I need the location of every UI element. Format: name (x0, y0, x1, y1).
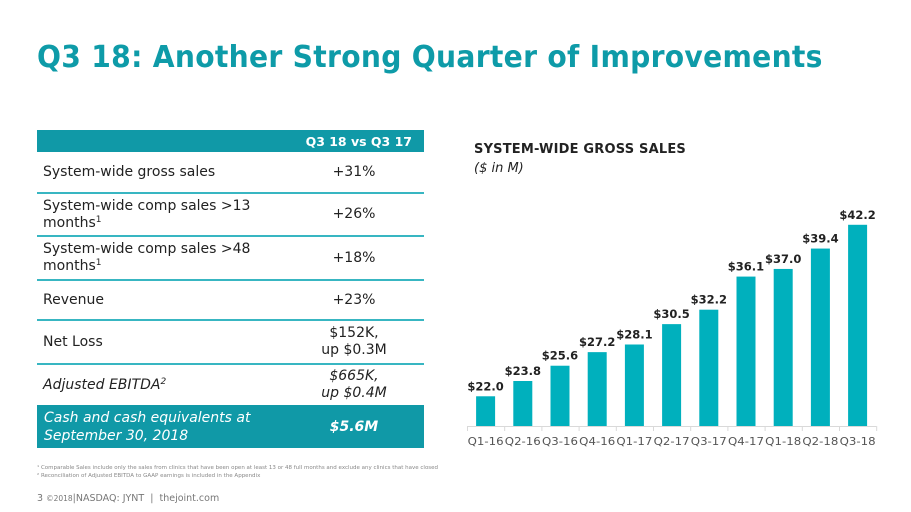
cash-value: $5.6M (329, 418, 379, 435)
chart-header: SYSTEM-WIDE GROSS SALES ($ in M) (474, 142, 686, 176)
row-label-text: System-wide comp sales >48 months (43, 241, 251, 274)
row-label-text: System-wide comp sales >13 months (43, 197, 251, 231)
table-row: System-wide comp sales >13 months1 +26% (37, 194, 424, 237)
table-row: Revenue +23% (37, 281, 424, 321)
cash-label: Cash and cash equivalents at September 30… (37, 409, 284, 445)
table-row: System-wide comp sales >48 months1 +18% (37, 237, 424, 281)
x-tick-label: Q2-17 (654, 435, 690, 448)
row-label: Adjusted EBITDA2 (37, 377, 284, 394)
row-value-line1: $665K, (329, 368, 379, 384)
bar-Q3-18 (848, 224, 868, 426)
bar-Q2-18 (810, 248, 830, 426)
row-label: Net Loss (37, 334, 284, 351)
data-label: $36.1 (728, 260, 764, 274)
row-value: +18% (332, 249, 376, 266)
bar-Q2-17 (662, 324, 682, 426)
row-value: $665K, up $0.4M (284, 368, 424, 402)
data-label: $23.8 (505, 364, 541, 378)
x-tick-label: Q2-18 (802, 435, 838, 448)
bar-Q1-17 (624, 344, 644, 426)
footnote-marker: 1 (95, 258, 102, 268)
bar-Q4-17 (736, 276, 756, 426)
footnote-2: ² Reconciliation of Adjusted EBITDA to G… (37, 473, 261, 479)
row-label-text: Revenue (43, 291, 104, 308)
table-row: System-wide gross sales +31% (37, 152, 424, 194)
row-value-line2: up $0.3M (321, 342, 387, 358)
x-tick-label: Q3-16 (542, 435, 578, 448)
x-tick-label: Q4-17 (728, 435, 764, 448)
x-tick-label: Q1-18 (765, 435, 801, 448)
cash-label-line1: Cash and cash equivalents at (44, 409, 251, 426)
footnote-marker: 1 (95, 214, 102, 225)
row-label: System-wide comp sales >13 months1 (37, 198, 284, 232)
row-label: System-wide gross sales (37, 164, 284, 181)
page-number: 3 (37, 493, 44, 504)
data-label: $30.5 (653, 307, 689, 321)
table-header: Q3 18 vs Q3 17 (37, 130, 424, 152)
bar-Q3-17 (699, 309, 719, 426)
row-label-text: System-wide gross sales (43, 163, 216, 180)
data-label: $37.0 (765, 252, 801, 266)
ticker: NASDAQ: JYNT (75, 493, 145, 504)
bar-Q4-16 (587, 352, 607, 426)
table-row: Net Loss $152K, up $0.3M (37, 321, 424, 365)
chart-title: SYSTEM-WIDE GROSS SALES (474, 142, 686, 157)
x-tick-label: Q4-16 (579, 435, 615, 448)
x-tick-label: Q1-16 (468, 435, 504, 448)
row-value: +31% (332, 163, 376, 180)
data-label: $27.2 (579, 335, 615, 349)
row-label-text: Adjusted EBITDA (43, 376, 161, 393)
x-tick-label: Q3-18 (840, 435, 876, 448)
table-header-period: Q3 18 vs Q3 17 (305, 134, 412, 149)
chart-subtitle: ($ in M) (474, 161, 524, 176)
data-label: $32.2 (691, 293, 727, 307)
data-label: $42.2 (839, 208, 875, 222)
data-label: $28.1 (616, 327, 652, 341)
row-label: Revenue (37, 292, 284, 309)
x-tick-label: Q1-17 (616, 435, 652, 448)
metrics-table: Q3 18 vs Q3 17 System-wide gross sales +… (37, 130, 424, 448)
row-value-line1: $152K, (329, 325, 379, 341)
footnote-marker: 2 (160, 376, 167, 387)
row-label-text: Net Loss (43, 333, 103, 350)
data-label: $39.4 (802, 232, 838, 246)
bar-Q1-18 (773, 268, 793, 426)
footnotes: ¹ Comparable Sales include only the sale… (37, 464, 438, 480)
copyright: ©2018 (46, 494, 73, 503)
cash-label-line2: September 30, 2018 (44, 427, 189, 444)
cash-row: Cash and cash equivalents at September 30… (37, 405, 424, 448)
table-row: Adjusted EBITDA2 $665K, up $0.4M (37, 365, 424, 405)
x-tick-label: Q3-17 (691, 435, 727, 448)
row-value: +26% (332, 206, 376, 222)
row-value-line2: up $0.4M (321, 385, 387, 401)
bar-Q1-16 (476, 396, 496, 426)
row-value: $152K, up $0.3M (284, 325, 424, 359)
data-label: $22.0 (467, 379, 503, 393)
footer: 3 ©2018|NASDAQ: JYNT | thejoint.com (37, 493, 220, 504)
bar-Q2-16 (513, 381, 533, 426)
bar-Q3-16 (550, 365, 570, 426)
gross-sales-chart: $22.0 Q1-16 $23.8 Q2-16 $25.6 Q3-16 $27.2 Q4-16… (467, 208, 878, 448)
row-label: System-wide comp sales >48 months1 (37, 241, 284, 275)
slide-title: Q3 18: Another Strong Quarter of Improve… (37, 40, 823, 75)
row-value: +23% (332, 291, 376, 308)
data-label: $25.6 (542, 349, 578, 363)
website-link[interactable]: thejoint.com (159, 493, 220, 504)
x-tick-label: Q2-16 (505, 435, 541, 448)
footnote-1: ¹ Comparable Sales include only the sale… (37, 465, 439, 471)
